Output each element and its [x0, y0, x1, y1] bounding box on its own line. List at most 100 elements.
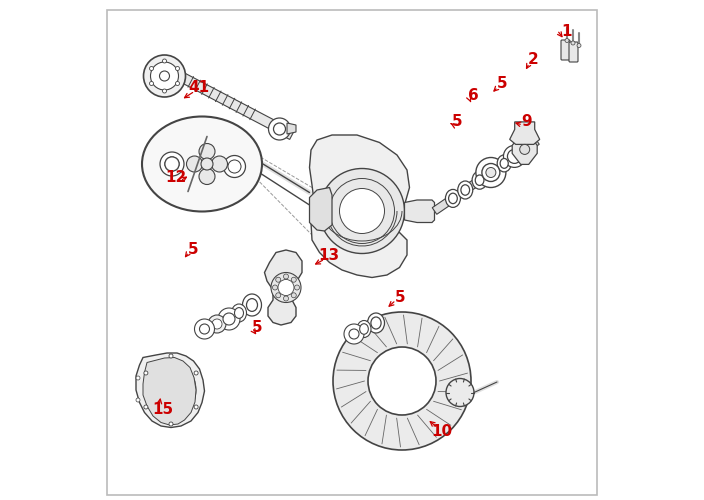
- Circle shape: [508, 150, 522, 164]
- Circle shape: [476, 158, 506, 188]
- Circle shape: [175, 66, 180, 70]
- Circle shape: [344, 324, 364, 344]
- Circle shape: [136, 376, 140, 380]
- Ellipse shape: [367, 313, 384, 333]
- Circle shape: [169, 422, 173, 426]
- Circle shape: [577, 44, 581, 48]
- Circle shape: [211, 156, 227, 172]
- Circle shape: [169, 354, 173, 358]
- Polygon shape: [432, 138, 539, 214]
- Circle shape: [228, 160, 241, 173]
- Text: 1: 1: [562, 24, 572, 38]
- Ellipse shape: [142, 116, 262, 212]
- Circle shape: [268, 118, 291, 140]
- Circle shape: [199, 324, 210, 334]
- Ellipse shape: [497, 155, 511, 172]
- FancyBboxPatch shape: [561, 40, 570, 60]
- Circle shape: [333, 312, 471, 450]
- Circle shape: [151, 62, 179, 90]
- Circle shape: [520, 144, 529, 154]
- Text: 41: 41: [189, 80, 210, 96]
- Ellipse shape: [242, 294, 261, 316]
- Ellipse shape: [146, 360, 196, 420]
- Ellipse shape: [475, 175, 484, 186]
- Ellipse shape: [232, 304, 246, 322]
- Circle shape: [276, 277, 281, 282]
- Text: 10: 10: [432, 424, 453, 438]
- Circle shape: [165, 157, 179, 171]
- Circle shape: [199, 168, 215, 184]
- Text: 12: 12: [165, 170, 187, 186]
- Polygon shape: [513, 134, 537, 164]
- Circle shape: [320, 168, 405, 254]
- Circle shape: [187, 156, 203, 172]
- Circle shape: [194, 405, 198, 409]
- Circle shape: [163, 89, 167, 93]
- Ellipse shape: [448, 193, 458, 203]
- Circle shape: [149, 66, 153, 70]
- Circle shape: [291, 293, 296, 298]
- Text: 5: 5: [395, 290, 406, 304]
- Circle shape: [284, 296, 289, 301]
- Circle shape: [208, 315, 226, 333]
- Text: 5: 5: [452, 114, 463, 130]
- Text: 5: 5: [497, 76, 508, 92]
- Ellipse shape: [234, 308, 244, 318]
- Ellipse shape: [461, 185, 470, 195]
- Ellipse shape: [246, 298, 258, 312]
- Circle shape: [201, 158, 213, 170]
- Circle shape: [160, 71, 170, 81]
- Polygon shape: [310, 135, 410, 278]
- Circle shape: [212, 319, 222, 329]
- Circle shape: [446, 378, 474, 406]
- Circle shape: [368, 347, 436, 415]
- Text: 5: 5: [252, 320, 263, 334]
- Circle shape: [194, 371, 198, 375]
- Text: 6: 6: [467, 88, 479, 104]
- Ellipse shape: [229, 160, 241, 172]
- Text: 2: 2: [527, 52, 539, 68]
- Ellipse shape: [458, 181, 473, 199]
- Circle shape: [571, 41, 575, 45]
- Ellipse shape: [446, 190, 460, 208]
- Circle shape: [503, 146, 525, 168]
- Circle shape: [223, 313, 235, 325]
- Circle shape: [278, 280, 294, 295]
- Circle shape: [284, 274, 289, 279]
- Circle shape: [144, 405, 148, 409]
- Circle shape: [276, 293, 281, 298]
- Circle shape: [144, 371, 148, 375]
- Ellipse shape: [500, 158, 508, 168]
- FancyBboxPatch shape: [569, 42, 578, 62]
- Text: 15: 15: [153, 402, 174, 416]
- Circle shape: [194, 319, 215, 339]
- Ellipse shape: [472, 171, 487, 189]
- Circle shape: [482, 164, 500, 182]
- Text: 13: 13: [318, 248, 339, 264]
- Text: 9: 9: [522, 114, 532, 130]
- Circle shape: [486, 168, 496, 177]
- Circle shape: [271, 272, 301, 302]
- Ellipse shape: [165, 157, 180, 171]
- Polygon shape: [510, 122, 540, 144]
- Circle shape: [272, 285, 277, 290]
- Polygon shape: [265, 250, 302, 325]
- Circle shape: [329, 178, 394, 244]
- Ellipse shape: [371, 317, 381, 329]
- Circle shape: [273, 123, 286, 135]
- Circle shape: [218, 308, 240, 330]
- Circle shape: [199, 144, 215, 160]
- Circle shape: [149, 82, 153, 86]
- Polygon shape: [177, 72, 294, 140]
- Circle shape: [294, 285, 299, 290]
- Text: 5: 5: [188, 242, 199, 256]
- Circle shape: [136, 398, 140, 402]
- Ellipse shape: [223, 156, 246, 178]
- Ellipse shape: [360, 324, 368, 334]
- Polygon shape: [287, 123, 296, 134]
- Circle shape: [349, 329, 359, 339]
- Polygon shape: [136, 353, 204, 428]
- Ellipse shape: [160, 152, 184, 176]
- Circle shape: [175, 82, 180, 86]
- Circle shape: [291, 277, 296, 282]
